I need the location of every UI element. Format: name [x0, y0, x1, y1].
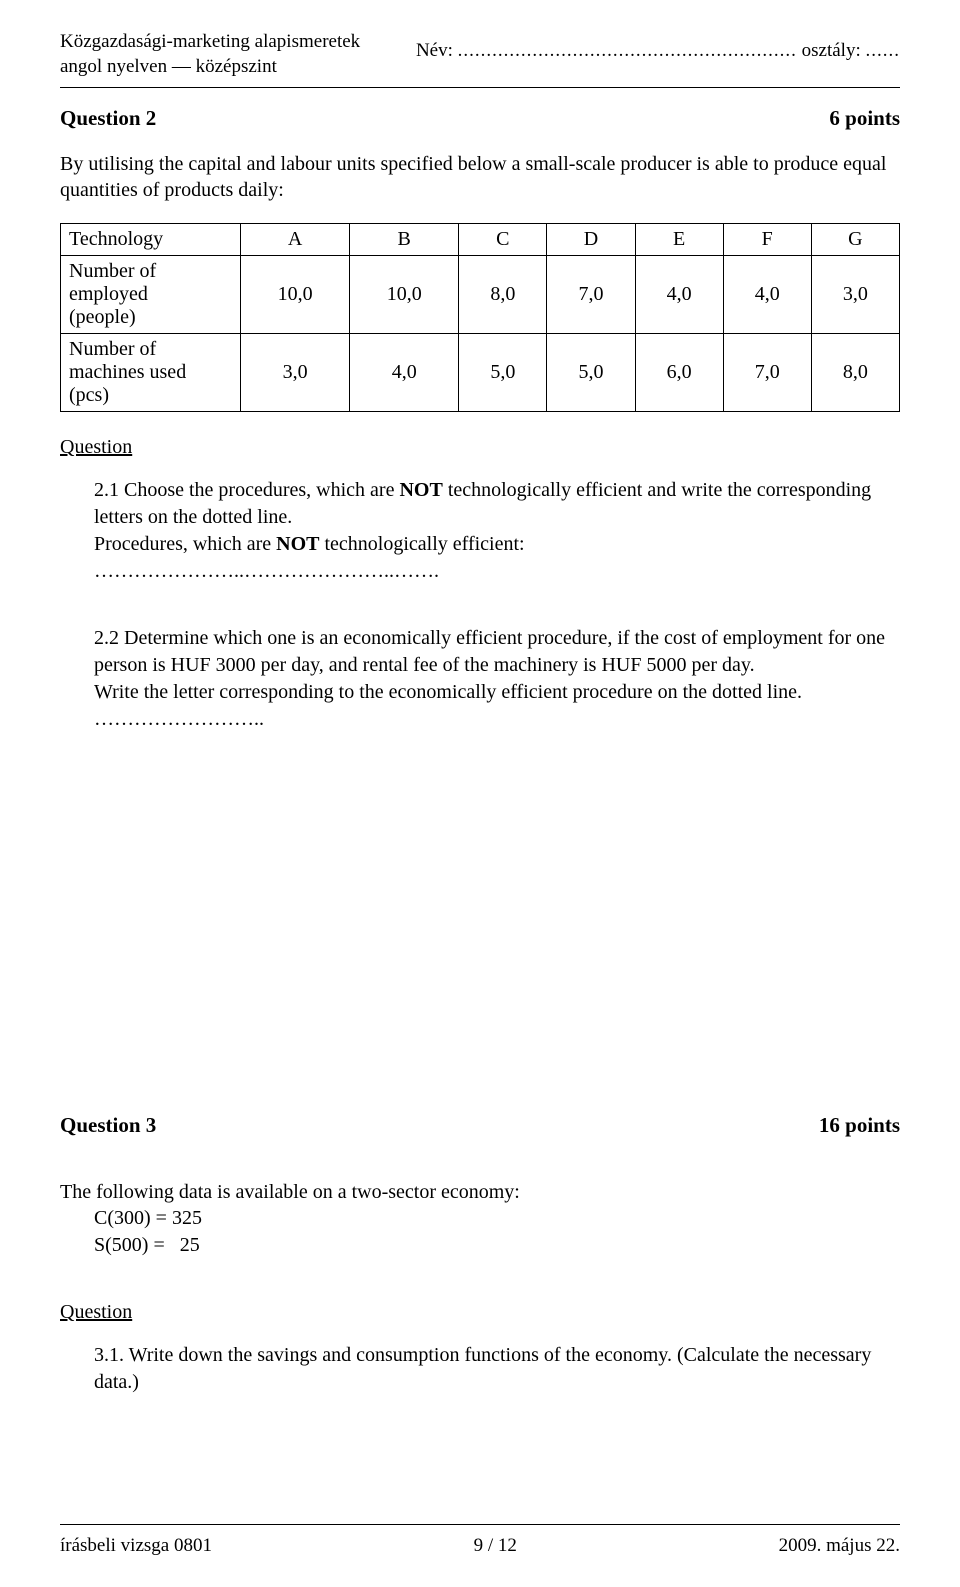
question2-points: 6 points [829, 106, 900, 131]
eq1: C(300) = 325 [94, 1207, 202, 1229]
question2-title: Question 2 [60, 106, 156, 131]
technology-table: Technology A B C D E F G Number of emplo… [60, 223, 900, 412]
cell: 8,0 [459, 256, 547, 334]
question3-header: Question 3 16 points [60, 1113, 900, 1138]
cell: 3,0 [811, 256, 899, 334]
subject-line2: angol nyelven — középszint [60, 56, 277, 77]
sub1-num: 2.1 [94, 479, 124, 501]
class-dots: ...... [866, 40, 901, 61]
cell: 10,0 [350, 256, 459, 334]
cell: 8,0 [811, 334, 899, 412]
table-col-b: B [350, 224, 459, 256]
table-col-e: E [635, 224, 723, 256]
question2-intro: By utilising the capital and labour unit… [60, 151, 900, 203]
table-col-g: G [811, 224, 899, 256]
row1-label: Number of employed (people) [61, 256, 241, 334]
page-header: Közgazdasági-marketing alapismeretek ang… [60, 30, 900, 79]
row2-label: Number of machines used (pcs) [61, 334, 241, 412]
question2-question-label: Question [60, 436, 900, 459]
question3-equations: C(300) = 325 S(500) = 25 [94, 1205, 900, 1259]
sub1-dotted-line: …………………..…………………..……. [94, 560, 439, 582]
name-dots: ........................................… [458, 40, 797, 61]
cell: 6,0 [635, 334, 723, 412]
question3-points: 16 points [819, 1113, 900, 1138]
table-col-a: A [241, 224, 350, 256]
cell: 7,0 [547, 256, 635, 334]
table-col-d: D [547, 224, 635, 256]
cell: 7,0 [723, 334, 811, 412]
cell: 10,0 [241, 256, 350, 334]
question3-sub1: 3.1. Write down the savings and consumpt… [94, 1342, 900, 1396]
question2-header: Question 2 6 points [60, 106, 900, 131]
cell: 4,0 [350, 334, 459, 412]
cell: 4,0 [723, 256, 811, 334]
question3-question-label: Question [60, 1301, 900, 1324]
cell: 3,0 [241, 334, 350, 412]
sub31-num: 3.1. [94, 1344, 129, 1366]
footer-divider [60, 1524, 900, 1525]
footer-left: írásbeli vizsga 0801 [60, 1535, 212, 1557]
question3-section: Question 3 16 points The following data … [60, 1113, 900, 1396]
table-col-c: C [459, 224, 547, 256]
question3-title: Question 3 [60, 1113, 156, 1138]
cell: 4,0 [635, 256, 723, 334]
page-footer: írásbeli vizsga 0801 9 / 12 2009. május … [60, 1524, 900, 1557]
eq2: S(500) = 25 [94, 1234, 200, 1256]
header-name-class: Név: ...................................… [416, 30, 900, 62]
question2-sub1: 2.1 Choose the procedures, which are NOT… [94, 477, 900, 585]
table-row: Number of machines used (pcs) 3,0 4,0 5,… [61, 334, 900, 412]
question3-intro: The following data is available on a two… [60, 1179, 900, 1205]
name-label: Név: [416, 40, 453, 61]
table-row: Number of employed (people) 10,0 10,0 8,… [61, 256, 900, 334]
question2-sub2: 2.2 Determine which one is an economical… [94, 625, 900, 733]
table-header-row: Technology A B C D E F G [61, 224, 900, 256]
subject-line1: Közgazdasági-marketing alapismeretek [60, 31, 360, 52]
header-divider [60, 87, 900, 88]
table-col-f: F [723, 224, 811, 256]
cell: 5,0 [547, 334, 635, 412]
footer-right: 2009. május 22. [779, 1535, 900, 1557]
table-col-tech: Technology [61, 224, 241, 256]
header-subject: Közgazdasági-marketing alapismeretek ang… [60, 30, 360, 79]
class-label: osztály: [802, 40, 861, 61]
footer-center: 9 / 12 [474, 1535, 517, 1557]
cell: 5,0 [459, 334, 547, 412]
sub2-num: 2.2 [94, 627, 124, 649]
